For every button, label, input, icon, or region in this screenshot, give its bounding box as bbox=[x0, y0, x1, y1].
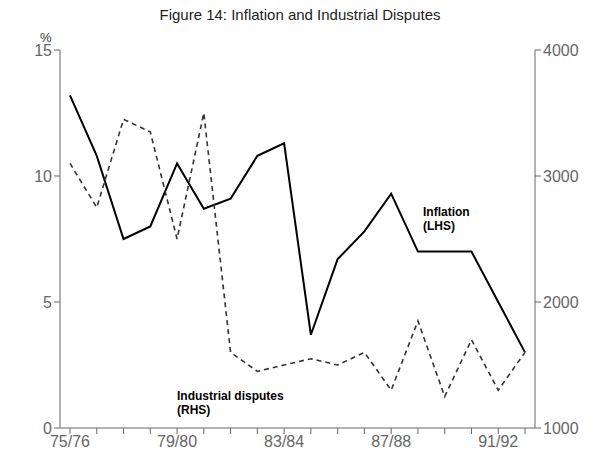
svg-text:2000: 2000 bbox=[543, 294, 579, 311]
svg-text:3000: 3000 bbox=[543, 168, 579, 185]
svg-text:75/76: 75/76 bbox=[50, 433, 90, 450]
svg-text:1000: 1000 bbox=[543, 420, 579, 437]
html-text:Industrial disputes: Industrial disputes bbox=[177, 389, 284, 403]
svg-text:87/88: 87/88 bbox=[371, 433, 411, 450]
svg-text:15: 15 bbox=[34, 41, 52, 59]
svg-text:0: 0 bbox=[43, 420, 52, 437]
html-text:Inflation: Inflation bbox=[423, 205, 470, 219]
html-text:(RHS): (RHS) bbox=[177, 403, 211, 417]
html-text:(LHS): (LHS) bbox=[423, 219, 455, 233]
svg-text:4000: 4000 bbox=[543, 42, 579, 59]
svg-text:79/80: 79/80 bbox=[157, 433, 197, 450]
svg-text:10: 10 bbox=[34, 168, 52, 185]
svg-text:91/92: 91/92 bbox=[478, 433, 518, 450]
svg-text:83/84: 83/84 bbox=[264, 433, 304, 450]
svg-text:5: 5 bbox=[43, 294, 52, 311]
html-text:Figure 14: Inflation and Indus: Figure 14: Inflation and Industrial Disp… bbox=[159, 6, 441, 23]
